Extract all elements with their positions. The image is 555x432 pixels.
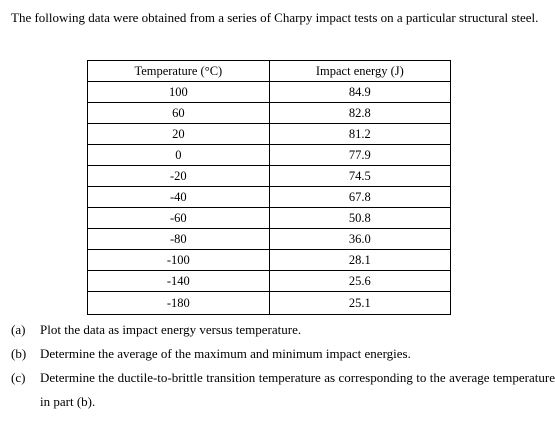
impact-energy-cell: 25.1 xyxy=(268,291,452,315)
temperature-cell: 0 xyxy=(87,144,270,166)
table-row: -60 50.8 xyxy=(87,207,452,229)
temperature-cell: -40 xyxy=(87,186,270,208)
table-row: -180 25.1 xyxy=(87,291,452,315)
temperature-cell: 100 xyxy=(87,81,270,103)
table-row: 0 77.9 xyxy=(87,144,452,166)
temperature-cell: -100 xyxy=(87,249,270,271)
charpy-data-table: Temperature (°C) Impact energy (J) 100 84… xyxy=(87,60,452,315)
temperature-cell: 20 xyxy=(87,123,270,145)
question-b: (b) Determine the average of the maximum… xyxy=(11,342,555,366)
question-marker: (a) xyxy=(11,322,26,337)
impact-energy-cell: 81.2 xyxy=(268,123,452,145)
temperature-cell: -80 xyxy=(87,228,270,250)
impact-energy-cell: 82.8 xyxy=(268,102,452,124)
problem-intro: The following data were obtained from a … xyxy=(11,10,539,25)
temperature-cell: -20 xyxy=(87,165,270,187)
impact-energy-cell: 74.5 xyxy=(268,165,452,187)
temperature-cell: -140 xyxy=(87,270,270,292)
table-row: -40 67.8 xyxy=(87,186,452,208)
table-row: -80 36.0 xyxy=(87,228,452,250)
question-marker: (c) xyxy=(11,370,26,385)
impact-energy-cell: 36.0 xyxy=(268,228,452,250)
temperature-cell: -180 xyxy=(87,291,270,315)
impact-energy-cell: 50.8 xyxy=(268,207,452,229)
question-a: (a) Plot the data as impact energy versu… xyxy=(11,318,555,342)
impact-energy-cell: 67.8 xyxy=(268,186,452,208)
table-header-row: Temperature (°C) Impact energy (J) xyxy=(87,60,452,82)
table-body: 100 84.9 60 82.8 20 81.2 0 77.9 -20 74.5 -40 67.8 -6… xyxy=(87,81,452,315)
impact-energy-header: Impact energy (J) xyxy=(268,60,452,82)
impact-energy-cell: 25.6 xyxy=(268,270,452,292)
impact-energy-cell: 84.9 xyxy=(268,81,452,103)
table-row: -20 74.5 xyxy=(87,165,452,187)
question-c: (c) Determine the ductile-to-brittle tra… xyxy=(11,366,555,414)
question-list: (a) Plot the data as impact energy versu… xyxy=(11,318,555,414)
table-row: -100 28.1 xyxy=(87,249,452,271)
impact-energy-cell: 28.1 xyxy=(268,249,452,271)
table-row: 100 84.9 xyxy=(87,81,452,103)
question-marker: (b) xyxy=(11,346,27,361)
table-row: -140 25.6 xyxy=(87,270,452,292)
temperature-cell: -60 xyxy=(87,207,270,229)
table-row: 20 81.2 xyxy=(87,123,452,145)
temperature-header: Temperature (°C) xyxy=(87,60,270,82)
impact-energy-cell: 77.9 xyxy=(268,144,452,166)
question-text: Determine the ductile-to-brittle transit… xyxy=(40,370,555,409)
question-text: Determine the average of the maximum and… xyxy=(40,346,411,361)
question-text: Plot the data as impact energy versus te… xyxy=(40,322,302,337)
table-row: 60 82.8 xyxy=(87,102,452,124)
temperature-cell: 60 xyxy=(87,102,270,124)
